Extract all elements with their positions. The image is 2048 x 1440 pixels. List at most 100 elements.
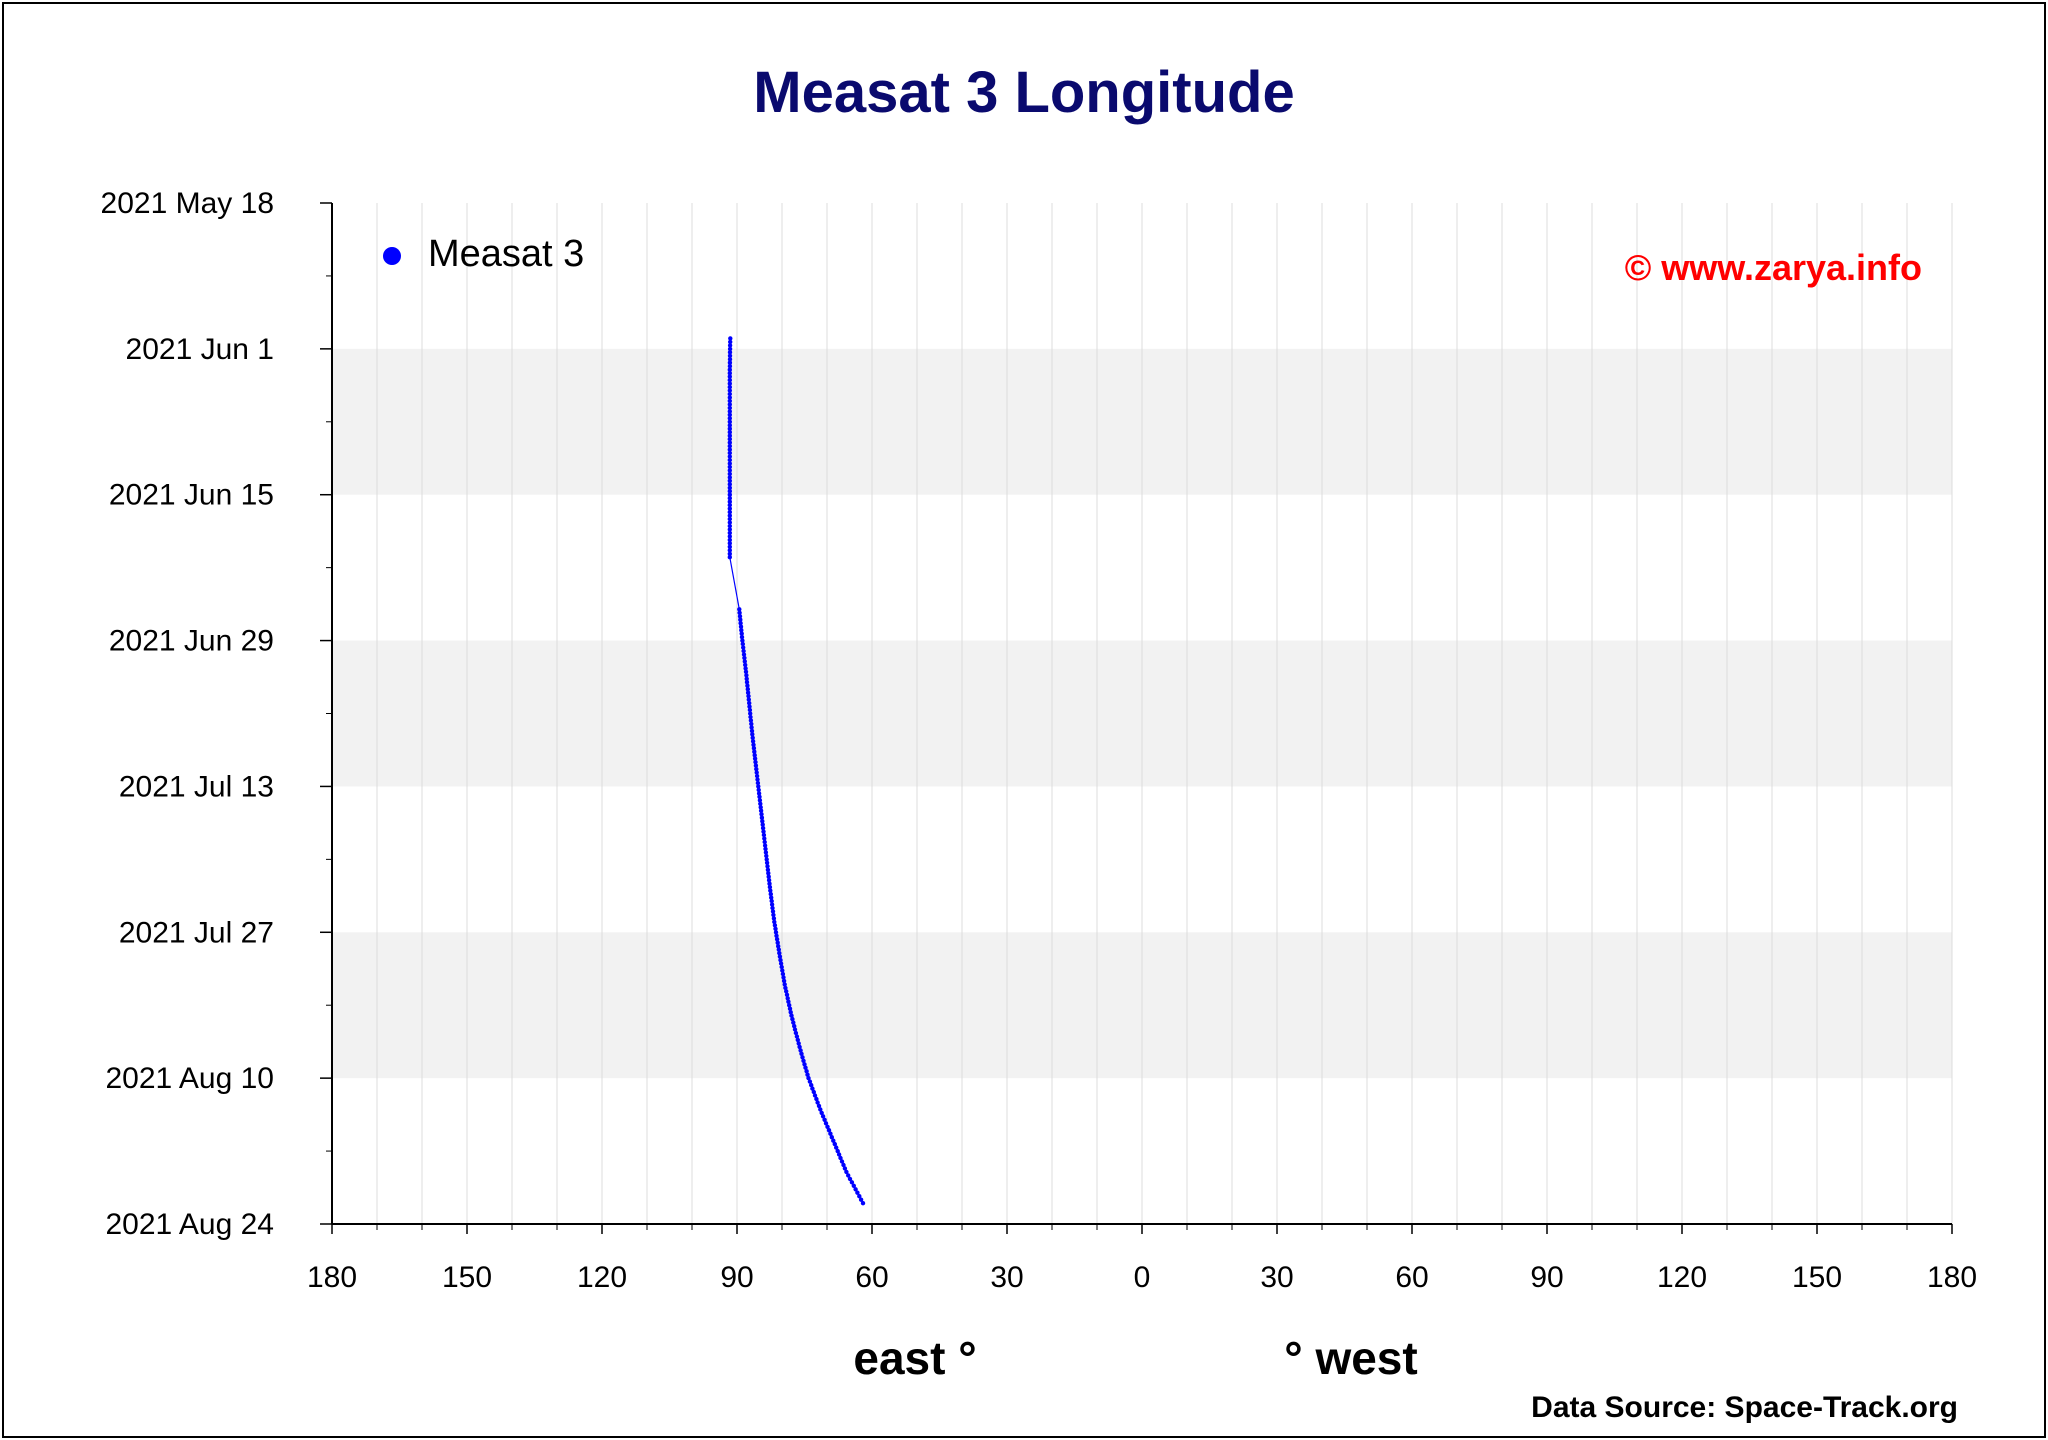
data-point xyxy=(814,1096,819,1102)
data-point xyxy=(764,853,769,859)
data-point xyxy=(727,482,732,487)
data-point xyxy=(737,610,742,615)
x-tick-label: 0 xyxy=(1134,1261,1151,1294)
chart-title: Measat 3 Longitude xyxy=(753,60,1294,125)
data-point xyxy=(761,829,766,834)
data-point xyxy=(796,1041,801,1046)
data-point xyxy=(762,839,767,845)
data-point xyxy=(748,718,754,723)
data-point xyxy=(776,944,781,949)
x-tick-label: 180 xyxy=(307,1261,357,1294)
data-point xyxy=(727,447,732,452)
data-point xyxy=(727,513,732,518)
data-point xyxy=(727,357,733,362)
data-point xyxy=(727,436,732,442)
data-point xyxy=(768,888,773,893)
data-point xyxy=(818,1107,823,1112)
data-point xyxy=(791,1020,796,1025)
data-point xyxy=(727,520,732,525)
data-point xyxy=(727,489,732,494)
data-point xyxy=(727,405,732,411)
data-point xyxy=(757,798,763,803)
data-point xyxy=(727,384,732,390)
data-point xyxy=(727,496,732,501)
data-point xyxy=(741,645,746,650)
data-point xyxy=(744,680,750,685)
x-tick-label: 150 xyxy=(442,1261,492,1294)
data-point xyxy=(804,1069,809,1074)
data-point xyxy=(727,502,732,508)
data-point xyxy=(727,541,732,546)
data-point xyxy=(779,964,784,970)
data-point xyxy=(781,975,786,980)
data-point xyxy=(780,971,786,977)
data-point xyxy=(797,1044,802,1050)
data-point xyxy=(750,735,755,740)
data-point xyxy=(727,475,732,480)
data-point xyxy=(785,996,790,1001)
data-point xyxy=(753,763,759,768)
data-point xyxy=(727,398,732,404)
data-point xyxy=(847,1176,853,1182)
data-point xyxy=(805,1072,810,1077)
data-point xyxy=(760,825,766,831)
data-point xyxy=(727,440,732,445)
data-source-label: Data Source: Space-Track.org xyxy=(1531,1391,1958,1424)
x-axis-label-east: east ° xyxy=(853,1332,976,1384)
data-point xyxy=(727,374,732,379)
data-point xyxy=(807,1079,813,1084)
data-point xyxy=(778,957,783,963)
data-point xyxy=(846,1173,851,1178)
vertical-gridlines xyxy=(376,203,1953,1224)
y-tick-label: 2021 Jun 1 xyxy=(126,333,274,366)
data-point xyxy=(742,655,747,661)
data-point xyxy=(811,1089,816,1095)
data-point xyxy=(839,1159,845,1164)
data-point xyxy=(741,652,747,657)
data-point xyxy=(778,961,784,966)
data-point xyxy=(750,732,755,737)
data-point xyxy=(727,443,732,449)
data-point xyxy=(754,773,760,779)
data-point xyxy=(727,433,732,438)
y-axis-ticks: 2021 May 18 2021 Jun 1 2021 Jun 15 2021 Jun… xyxy=(101,187,332,1241)
data-point xyxy=(820,1114,826,1119)
x-tick-label: 90 xyxy=(720,1261,753,1294)
data-point xyxy=(727,461,732,466)
data-point xyxy=(727,537,732,543)
data-point xyxy=(831,1138,836,1143)
data-point xyxy=(727,471,732,477)
data-point xyxy=(728,336,733,341)
data-point xyxy=(727,423,732,428)
data-point xyxy=(761,832,767,838)
data-point xyxy=(738,624,744,629)
data-point xyxy=(764,857,769,862)
x-tick-label: 30 xyxy=(1260,1261,1293,1294)
data-point xyxy=(754,766,759,772)
data-point xyxy=(810,1086,815,1091)
data-point xyxy=(792,1023,797,1029)
data-point xyxy=(795,1037,800,1043)
data-point xyxy=(851,1183,856,1189)
data-point xyxy=(792,1027,798,1032)
data-point xyxy=(769,898,774,904)
data-point xyxy=(826,1128,832,1133)
data-point xyxy=(744,673,749,678)
legend-label: Measat 3 xyxy=(428,233,584,275)
data-point xyxy=(727,381,732,386)
x-axis-ticks: 180 150 120 90 60 30 0 30 60 90 120 150 180 xyxy=(307,1224,1977,1294)
legend: Measat 3 xyxy=(383,233,584,275)
data-point xyxy=(745,690,751,695)
y-tick-label: 2021 Aug 24 xyxy=(105,1208,274,1241)
data-point xyxy=(740,638,745,643)
data-point xyxy=(737,607,742,612)
data-point xyxy=(742,659,747,664)
x-tick-label: 120 xyxy=(1657,1261,1707,1294)
data-point xyxy=(835,1148,840,1154)
data-point xyxy=(786,999,791,1004)
data-point xyxy=(822,1117,827,1123)
data-point xyxy=(727,395,732,400)
data-point xyxy=(743,669,749,674)
data-point xyxy=(753,759,758,765)
data-point xyxy=(763,850,769,855)
